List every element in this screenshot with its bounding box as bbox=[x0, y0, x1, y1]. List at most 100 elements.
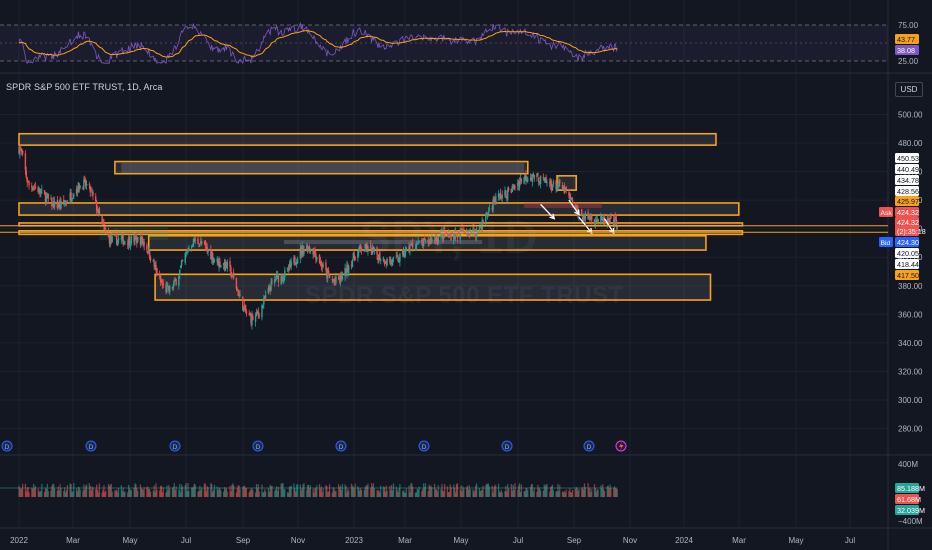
candle-body-370[interactable] bbox=[491, 208, 493, 210]
candle-body-376[interactable] bbox=[498, 193, 501, 196]
candle-body-13[interactable] bbox=[33, 186, 36, 188]
candle-body-56[interactable] bbox=[89, 186, 91, 193]
candle-body-345[interactable] bbox=[459, 230, 461, 240]
candle-body-458[interactable] bbox=[602, 217, 605, 223]
candle-body-243[interactable] bbox=[327, 270, 330, 276]
candle-body-85[interactable] bbox=[127, 243, 129, 245]
candle-body-158[interactable] bbox=[219, 261, 221, 267]
candle-body-203[interactable] bbox=[276, 274, 279, 277]
candle-body-201[interactable] bbox=[274, 280, 277, 282]
candle-body-265[interactable] bbox=[357, 250, 359, 259]
candle-body-47[interactable] bbox=[77, 182, 80, 192]
candle-body-210[interactable] bbox=[286, 267, 289, 270]
candle-body-75[interactable] bbox=[114, 234, 116, 236]
candle-body-29[interactable] bbox=[53, 201, 56, 207]
candle-body-11[interactable] bbox=[32, 187, 34, 190]
candle-body-176[interactable] bbox=[243, 306, 245, 312]
candle-body-310[interactable] bbox=[414, 248, 417, 250]
candle-body-162[interactable] bbox=[224, 260, 227, 271]
candle-body-459[interactable] bbox=[603, 216, 606, 225]
candle-body-444[interactable] bbox=[584, 212, 587, 220]
candle-body-147[interactable] bbox=[205, 245, 207, 247]
candle-body-356[interactable] bbox=[473, 227, 475, 229]
candle-body-437[interactable] bbox=[576, 205, 578, 210]
candle-body-384[interactable] bbox=[507, 188, 510, 191]
candle-body-52[interactable] bbox=[84, 178, 86, 180]
candle-body-270[interactable] bbox=[363, 250, 365, 252]
candle-body-281[interactable] bbox=[377, 256, 379, 261]
candle-body-424[interactable] bbox=[559, 179, 561, 184]
candle-body-187[interactable] bbox=[256, 312, 259, 314]
candle-body-20[interactable] bbox=[43, 190, 46, 194]
candle-body-296[interactable] bbox=[396, 255, 398, 257]
candle-body-369[interactable] bbox=[488, 208, 491, 210]
candle-body-195[interactable] bbox=[267, 287, 270, 294]
candle-body-390[interactable] bbox=[517, 182, 519, 186]
candle-body-140[interactable] bbox=[197, 238, 199, 245]
candle-body-111[interactable] bbox=[159, 275, 162, 282]
candle-body-226[interactable] bbox=[306, 245, 309, 252]
candle-body-362[interactable] bbox=[480, 226, 482, 229]
candle-body-275[interactable] bbox=[369, 244, 372, 248]
candle-body-15[interactable] bbox=[37, 187, 39, 193]
candle-body-319[interactable] bbox=[424, 239, 427, 241]
candle-body-354[interactable] bbox=[469, 232, 471, 234]
candle-body-79[interactable] bbox=[117, 238, 120, 241]
candle-body-68[interactable] bbox=[104, 226, 106, 230]
candle-body-182[interactable] bbox=[250, 316, 252, 324]
candle-body-395[interactable] bbox=[523, 177, 525, 184]
candle-body-175[interactable] bbox=[242, 296, 244, 311]
candle-body-294[interactable] bbox=[392, 257, 395, 259]
candle-body-238[interactable] bbox=[321, 265, 323, 268]
candle-body-314[interactable] bbox=[418, 240, 420, 242]
candle-body-435[interactable] bbox=[574, 204, 576, 207]
candle-body-35[interactable] bbox=[63, 199, 65, 203]
candle-body-357[interactable] bbox=[474, 228, 476, 233]
candle-body-447[interactable] bbox=[589, 216, 591, 221]
candle-body-248[interactable] bbox=[334, 279, 336, 282]
candle-body-128[interactable] bbox=[180, 260, 183, 266]
candle-body-189[interactable] bbox=[258, 315, 260, 317]
candle-body-409[interactable] bbox=[539, 175, 542, 185]
candle-body-317[interactable] bbox=[422, 238, 425, 247]
candle-body-62[interactable] bbox=[96, 210, 99, 213]
candle-body-1[interactable] bbox=[19, 149, 21, 155]
candle-body-419[interactable] bbox=[552, 181, 555, 185]
candle-body-241[interactable] bbox=[326, 269, 328, 278]
time-axis-label[interactable]: Mar bbox=[732, 536, 746, 545]
candle-body-235[interactable] bbox=[318, 254, 321, 263]
candle-body-215[interactable] bbox=[293, 257, 295, 264]
candle-body-328[interactable] bbox=[436, 240, 439, 242]
candle-body-27[interactable] bbox=[52, 201, 54, 207]
candle-body-82[interactable] bbox=[122, 234, 124, 245]
candle-body-467[interactable] bbox=[614, 217, 617, 220]
candle-body-302[interactable] bbox=[403, 254, 406, 257]
candle-body-186[interactable] bbox=[255, 311, 258, 317]
candle-body-63[interactable] bbox=[97, 209, 100, 215]
candle-body-367[interactable] bbox=[486, 213, 489, 216]
candle-body-312[interactable] bbox=[416, 244, 418, 245]
candle-body-172[interactable] bbox=[237, 289, 239, 296]
candle-body-340[interactable] bbox=[453, 234, 455, 242]
candle-body-432[interactable] bbox=[570, 197, 572, 200]
candle-body-173[interactable] bbox=[238, 294, 240, 296]
candle-body-94[interactable] bbox=[137, 237, 139, 243]
candle-body-223[interactable] bbox=[302, 247, 304, 254]
candle-body-10[interactable] bbox=[31, 185, 33, 188]
zone-0[interactable] bbox=[18, 132, 717, 146]
candle-body-269[interactable] bbox=[360, 248, 363, 251]
candle-body-31[interactable] bbox=[57, 206, 59, 208]
candle-body-465[interactable] bbox=[612, 220, 615, 227]
candle-body-453[interactable] bbox=[596, 219, 598, 223]
time-axis-label[interactable]: 2023 bbox=[345, 536, 363, 545]
candle-body-110[interactable] bbox=[158, 274, 161, 277]
candle-body-388[interactable] bbox=[513, 185, 515, 189]
dividend-marker-icon[interactable] bbox=[252, 440, 264, 452]
candle-body-448[interactable] bbox=[590, 216, 592, 220]
candle-body-327[interactable] bbox=[435, 236, 438, 242]
candle-body-145[interactable] bbox=[203, 242, 206, 244]
candle-body-217[interactable] bbox=[295, 262, 297, 264]
candle-body-224[interactable] bbox=[303, 249, 305, 254]
candle-body-462[interactable] bbox=[608, 219, 610, 223]
candle-body-446[interactable] bbox=[588, 215, 590, 220]
